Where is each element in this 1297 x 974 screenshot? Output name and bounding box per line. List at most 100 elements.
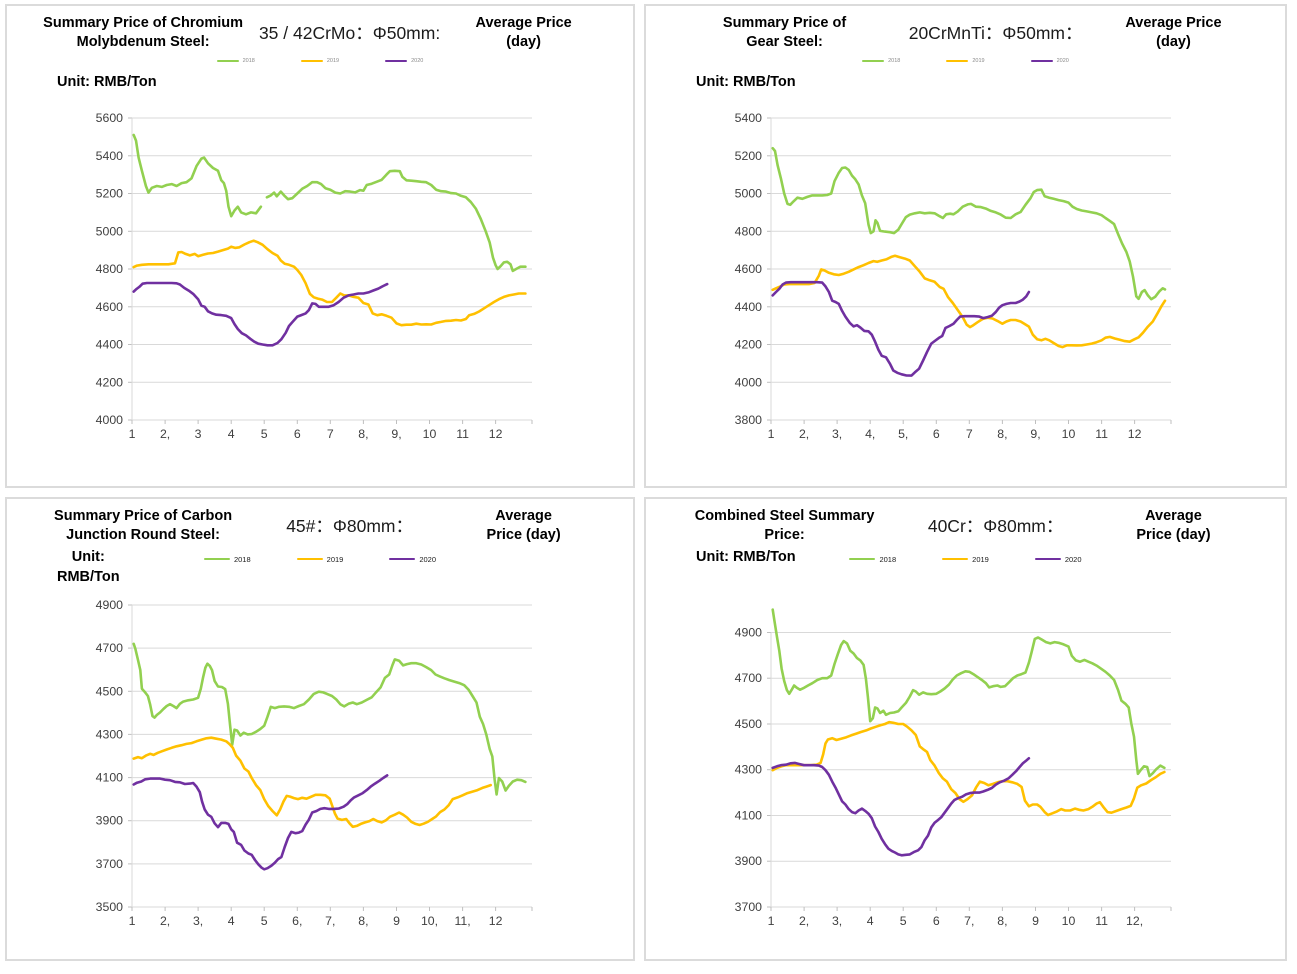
y-tick-label: 4200: [96, 375, 124, 389]
legend-item-2018: 2018: [203, 555, 251, 564]
series-2019-line: [771, 254, 1167, 349]
x-tick-label: 3: [195, 427, 202, 441]
x-tick-label: 7,: [964, 914, 974, 928]
y-tick-label: 4700: [96, 641, 124, 655]
axes: [767, 117, 1172, 424]
x-axis-labels: 1 2, 3, 4, 5, 6 7 8, 9, 10 11 12: [768, 427, 1142, 441]
series-2020-line: [132, 281, 389, 347]
chart-title: Summary Price of Chromium Molybdenum Ste…: [43, 15, 243, 50]
legend-label: 2018: [888, 57, 901, 64]
x-tick-label: 4,: [865, 427, 875, 441]
x-tick-label: 12: [489, 427, 503, 441]
x-tick-label: 9: [1032, 914, 1039, 928]
gridlines: [132, 117, 532, 421]
x-tick-label: 10: [1062, 914, 1076, 928]
gridlines: [771, 117, 1171, 421]
y-tick-label: 3700: [735, 900, 763, 914]
legend-item-2020: 2020: [389, 555, 436, 564]
x-tick-label: 3,: [193, 914, 203, 928]
chart-header: Summary Price of Gear Steel: 20CrMnTi：Φ5…: [646, 6, 1285, 52]
average-price-label: Average Price (day): [475, 15, 572, 50]
legend-swatch-2019: [296, 558, 323, 561]
panel-chromium-molybdenum-steel: Summary Price of Chromium Molybdenum Ste…: [5, 4, 635, 488]
panel-carbon-junction-round-steel: Summary Price of Carbon Junction Round S…: [5, 497, 635, 961]
y-tick-label: 4500: [96, 684, 124, 698]
y-tick-label: 4300: [96, 727, 124, 741]
y-tick-label: 4100: [735, 808, 763, 822]
legend-item-2018: 2018: [216, 57, 255, 64]
x-tick-label: 5: [900, 914, 907, 928]
panel-combined-steel-summary: Combined Steel Summary Price: 40Cr：Φ80mm…: [644, 497, 1287, 961]
y-tick-label: 4900: [735, 625, 763, 639]
legend-swatch-2019: [942, 558, 969, 561]
chart-spec-label: 40Cr：Φ80mm：: [927, 516, 1064, 537]
chart-legend: 2018 2019 2020: [646, 52, 1285, 64]
y-tick-label: 4400: [96, 337, 124, 351]
y-tick-label: 5000: [735, 186, 763, 200]
x-axis-labels: 1 2, 3, 4 5 6 7, 8, 9 10 11 12,: [768, 914, 1144, 928]
x-tick-label: 7: [327, 427, 334, 441]
y-tick-label: 4000: [96, 413, 124, 427]
legend-item-2019: 2019: [300, 57, 340, 64]
y-tick-label: 4600: [735, 262, 763, 276]
chart-spec-label: 35 / 42CrMo：Φ50mm:: [258, 23, 441, 44]
series-2018-line: [771, 146, 1167, 301]
y-tick-label: 4100: [96, 770, 124, 784]
legend-item-2019: 2019: [296, 554, 344, 564]
unit-label: Unit: RMB/Ton: [57, 548, 120, 585]
legend-swatch-2020: [1030, 59, 1053, 62]
axes: [767, 631, 1172, 911]
average-price-label: Average Price (day): [1125, 15, 1222, 50]
y-axis-labels: 5600 5400 5200 5000 4800 4600 4400 4200 4000: [96, 111, 124, 427]
legend-label: 2019: [326, 57, 340, 64]
chart-header: Summary Price of Chromium Molybdenum Ste…: [7, 6, 633, 52]
x-axis-labels: 1 2, 3 4 5 6 7 8, 9, 10 11 12: [129, 427, 503, 441]
legend-item-2018: 2018: [862, 58, 900, 64]
y-tick-label: 4200: [735, 337, 763, 351]
average-price-label: Average Price (day): [1136, 508, 1211, 543]
legend-label: 2018: [879, 554, 897, 564]
x-tick-label: 2,: [799, 914, 809, 928]
legend-swatch-2018: [203, 558, 230, 561]
series-2019-line: [771, 720, 1166, 816]
legend-swatch-2018: [862, 59, 885, 62]
series-2018-line: [132, 642, 527, 796]
y-tick-label: 3800: [735, 413, 763, 427]
legend-swatch-2018: [849, 558, 876, 561]
x-tick-label: 1: [129, 914, 136, 928]
legend-swatch-2020: [389, 558, 416, 561]
y-tick-label: 5200: [96, 186, 124, 200]
x-tick-label: 6: [933, 914, 940, 928]
x-tick-label: 5: [261, 914, 268, 928]
x-tick-label: 11: [1095, 427, 1108, 441]
legend-item-2018: 2018: [849, 555, 896, 564]
legend-label: 2018: [242, 57, 255, 64]
average-price-label: Average Price (day): [486, 508, 561, 543]
y-tick-label: 4700: [735, 671, 763, 685]
x-tick-label: 9: [393, 914, 400, 928]
chart-meta-row: 2018 2019 2020 Unit: RMB/Ton: [646, 545, 1285, 585]
legend-label: 2019: [326, 554, 344, 564]
legend-swatch-2019: [946, 59, 969, 62]
series-2020-line: [771, 280, 1031, 377]
x-tick-label: 8,: [358, 427, 368, 441]
y-tick-label: 5400: [735, 111, 763, 125]
x-tick-label: 3,: [832, 427, 842, 441]
unit-label: Unit: RMB/Ton: [696, 73, 796, 90]
x-tick-label: 6: [933, 427, 940, 441]
x-tick-label: 8,: [997, 914, 1007, 928]
x-tick-label: 2,: [799, 427, 809, 441]
chart-spec-label: 45#：Φ80mm：: [286, 516, 413, 537]
chart-legend: 2018 2019 2020: [7, 545, 633, 564]
legend-label: 2020: [419, 554, 437, 564]
legend-label: 2020: [1064, 554, 1082, 564]
series-2019-line: [132, 736, 492, 828]
series-2020-line: [132, 773, 389, 871]
legend-swatch-2020: [1034, 558, 1061, 561]
x-tick-label: 12,: [1126, 914, 1143, 928]
series-2018-line: [132, 133, 527, 272]
chart-title: Summary Price of Carbon Junction Round S…: [54, 508, 233, 543]
x-tick-label: 6: [294, 427, 301, 441]
line-chart: 4900 4700 4500 4300 4100 3900 3700 3500 1 2, 3, 4 5 6…: [96, 598, 533, 928]
